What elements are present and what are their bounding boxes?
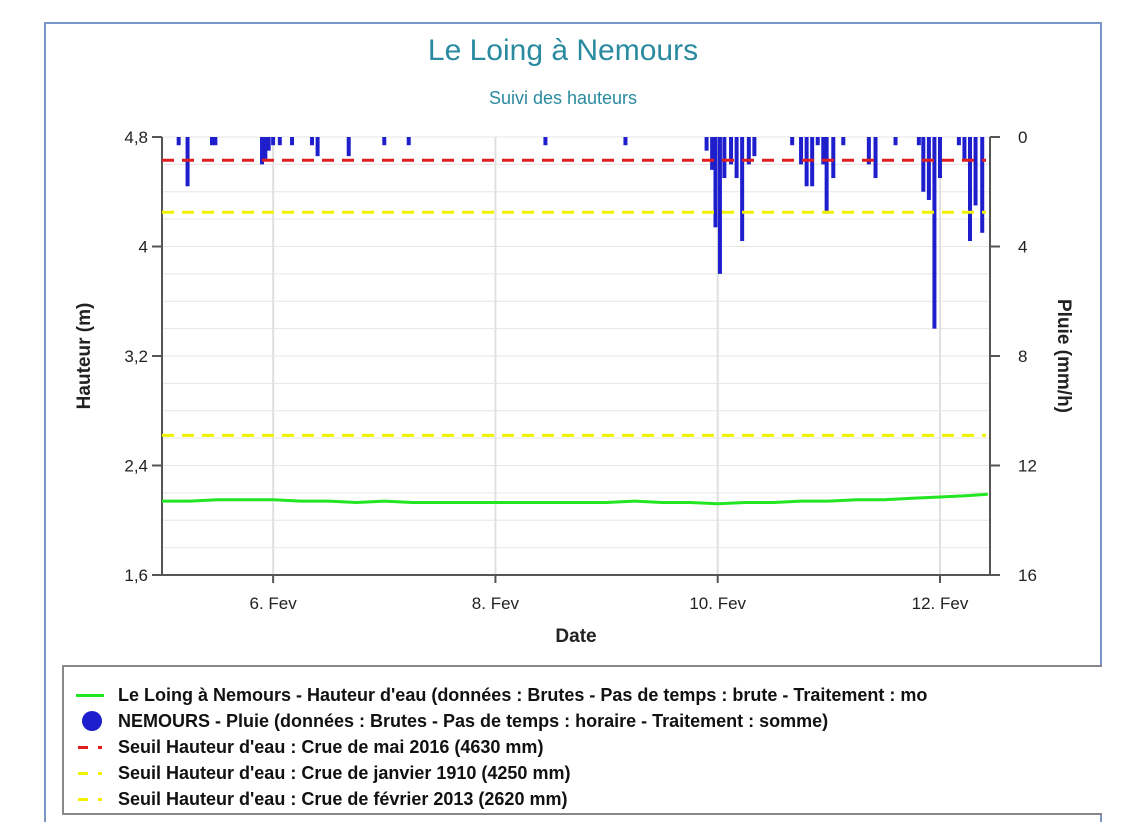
rain-bar (710, 137, 715, 170)
rain-bar (717, 137, 722, 274)
y-tick-label-right: 4 (1018, 238, 1027, 257)
y-tick-label-left: 4 (139, 238, 148, 257)
rain-bar (893, 137, 898, 146)
y-tick-label-left: 1,6 (124, 566, 148, 585)
rain-bar (752, 137, 757, 157)
rain-bar (980, 137, 985, 233)
chart-legend: Le Loing à Nemours - Hauteur d'eau (donn… (62, 665, 1102, 815)
rain-bar (729, 137, 734, 165)
rain-bar (263, 137, 268, 159)
rain-bar (277, 137, 282, 146)
legend-item: Seuil Hauteur d'eau : Crue de janvier 19… (76, 761, 570, 785)
y-tick-label-left: 4,8 (124, 128, 148, 147)
rain-bar (713, 137, 718, 228)
legend-swatch-icon (76, 711, 104, 731)
rain-bar (213, 137, 218, 146)
legend-label: NEMOURS - Pluie (données : Brutes - Pas … (118, 710, 829, 731)
rain-bar (271, 137, 276, 146)
rain-bar (310, 137, 315, 146)
chart-subtitle: Suivi des hauteurs (488, 88, 638, 108)
rain-bar (266, 137, 271, 151)
rain-bar (722, 137, 727, 179)
legend-item: Le Loing à Nemours - Hauteur d'eau (donn… (76, 683, 927, 707)
chart-plot: 1,6 2,4 3,2 4 4,8 0 4 8 12 16 6. Fev 8. Fev 10. Fev 1… (74, 128, 1074, 647)
rain-bar (740, 137, 745, 242)
chart-title: Le Loing à Nemours (427, 34, 699, 67)
rain-bar (176, 137, 181, 146)
legend-item: Seuil Hauteur d'eau : Crue de février 20… (76, 787, 567, 811)
rain-bar (790, 137, 795, 146)
y-axis-title-right: Pluie (mm/h) (1053, 299, 1074, 413)
legend-swatch-icon (76, 740, 104, 754)
rain-bar (543, 137, 548, 146)
rain-bar (746, 137, 751, 165)
rain-bar (799, 137, 804, 165)
rain-bar (734, 137, 739, 179)
rain-bar (967, 137, 972, 242)
rain-bar (932, 137, 937, 329)
rain-bar (937, 137, 942, 179)
rain-bar (382, 137, 387, 146)
water-level-line (162, 492, 988, 506)
rain-bar (815, 137, 820, 146)
legend-swatch-icon (76, 766, 104, 780)
y-axis-title-left: Hauteur (m) (74, 303, 95, 410)
rain-bar (831, 137, 836, 179)
rain-bar (841, 137, 846, 146)
x-tick-label: 8. Fev (472, 594, 520, 613)
y-tick-label-left: 2,4 (124, 457, 148, 476)
rain-bar (921, 137, 926, 192)
rain-bar (210, 137, 215, 146)
rain-bar (824, 137, 829, 214)
rain-bar (260, 137, 265, 165)
x-tick-label: 6. Fev (250, 594, 298, 613)
rain-bar (290, 137, 295, 146)
legend-label: Seuil Hauteur d'eau : Crue de janvier 19… (118, 762, 571, 783)
rain-bar (346, 137, 351, 157)
rain-bar (973, 137, 978, 206)
legend-item: Seuil Hauteur d'eau : Crue de mai 2016 (… (76, 735, 543, 759)
y-tick-label-right: 0 (1018, 128, 1027, 147)
y-tick-label-right: 12 (1018, 457, 1037, 476)
rain-bar (956, 137, 961, 146)
legend-swatch-icon (76, 688, 104, 702)
rain-bar (962, 137, 967, 159)
rain-bar (623, 137, 628, 146)
legend-label: Seuil Hauteur d'eau : Crue de février 20… (118, 788, 568, 809)
rain-bar (916, 137, 921, 146)
y-tick-label-right: 8 (1018, 347, 1027, 366)
chart-frame (44, 22, 1102, 822)
legend-item: NEMOURS - Pluie (données : Brutes - Pas … (76, 709, 828, 733)
rain-bar (406, 137, 411, 146)
rain-bar (821, 137, 826, 165)
legend-swatch-icon (76, 792, 104, 806)
y-tick-label-left: 3,2 (124, 347, 148, 366)
rain-bar (873, 137, 878, 179)
legend-label: Le Loing à Nemours - Hauteur d'eau (donn… (118, 684, 928, 705)
x-tick-label: 12. Fev (912, 594, 969, 613)
x-tick-label: 10. Fev (689, 594, 746, 613)
legend-label: Seuil Hauteur d'eau : Crue de mai 2016 (… (118, 736, 544, 757)
rain-bar (315, 137, 320, 157)
rain-bar (866, 137, 871, 165)
y-tick-label-right: 16 (1018, 566, 1037, 585)
rain-bar (704, 137, 709, 151)
rain-bar (926, 137, 931, 200)
x-axis-title: Date (555, 626, 596, 647)
